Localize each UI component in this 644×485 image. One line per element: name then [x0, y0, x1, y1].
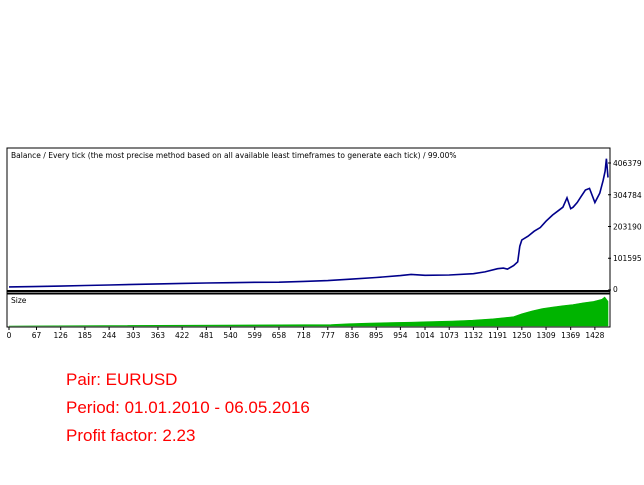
x-tick-label: 895 [369, 331, 384, 340]
x-tick-label: 126 [54, 331, 69, 340]
x-tick-label: 599 [248, 331, 263, 340]
balance-line [8, 158, 609, 288]
info-profit-factor: Profit factor: 2.23 [66, 426, 196, 445]
x-tick-label: 244 [102, 331, 117, 340]
size-title: Size [11, 296, 27, 305]
x-tick-label: 481 [199, 331, 214, 340]
x-tick-label: 1250 [512, 331, 531, 340]
x-tick-label: 363 [151, 331, 166, 340]
x-tick-label: 718 [296, 331, 311, 340]
info-pair: Pair: EURUSD [66, 370, 178, 389]
balance-title: Balance / Every tick (the most precise m… [11, 151, 456, 160]
x-tick-label: 0 [7, 331, 12, 340]
size-series [8, 296, 609, 327]
x-tick-label: 658 [272, 331, 287, 340]
x-tick-label: 1191 [488, 331, 507, 340]
x-tick-label: 836 [345, 331, 360, 340]
x-tick-label: 540 [223, 331, 238, 340]
y-tick-label: 101595 [613, 254, 642, 263]
x-tick-label: 1014 [415, 331, 434, 340]
x-tick-label: 1369 [561, 331, 580, 340]
x-tick-label: 303 [126, 331, 141, 340]
balance-panel [6, 147, 611, 294]
x-tick-label: 185 [78, 331, 93, 340]
y-tick-label: 203190 [613, 222, 642, 231]
x-tick-label: 1428 [585, 331, 604, 340]
x-tick-label: 954 [393, 331, 408, 340]
info-period: Period: 01.01.2010 - 06.05.2016 [66, 398, 310, 417]
x-tick-label: 1073 [440, 331, 459, 340]
x-tick-label: 1309 [537, 331, 556, 340]
x-tick-label: 1132 [464, 331, 483, 340]
x-axis: 0 67 126 185 244 303 363 422 481 540 599 658 718 777 8… [7, 327, 605, 340]
x-tick-label: 67 [32, 331, 42, 340]
x-tick-label: 422 [175, 331, 190, 340]
balance-series [8, 158, 609, 288]
y-tick-label: 406379 [613, 159, 642, 168]
y-tick-label: 0 [613, 285, 618, 294]
size-area [8, 296, 609, 327]
x-tick-label: 777 [321, 331, 336, 340]
y-tick-label: 304784 [613, 191, 642, 200]
balance-y-axis: 406379 304784 203190 101595 0 [608, 159, 642, 294]
